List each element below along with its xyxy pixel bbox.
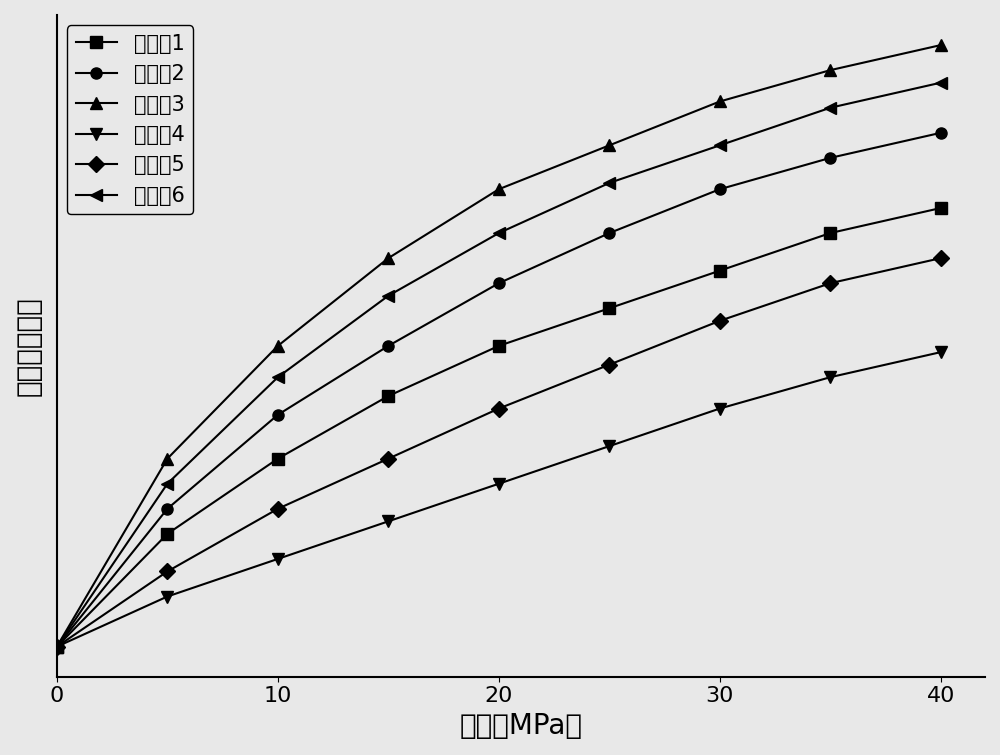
实施例5: [824, 279, 836, 288]
实施例3: [272, 341, 284, 350]
Line: 实施例5: 实施例5: [51, 253, 946, 652]
Line: 实施例3: 实施例3: [51, 39, 946, 652]
实施例3: [935, 41, 947, 50]
实施例1: [824, 229, 836, 238]
实施例4: [161, 592, 173, 601]
实施例6: [51, 642, 63, 651]
Line: 实施例1: 实施例1: [51, 202, 946, 652]
实施例1: [161, 529, 173, 538]
实施例6: [603, 178, 615, 187]
实施例6: [714, 141, 726, 150]
实施例2: [493, 279, 505, 288]
实施例2: [603, 229, 615, 238]
实施例3: [603, 141, 615, 150]
实施例3: [382, 254, 394, 263]
实施例4: [603, 442, 615, 451]
实施例5: [51, 642, 63, 651]
实施例5: [272, 504, 284, 513]
Line: 实施例2: 实施例2: [51, 128, 946, 652]
实施例5: [935, 254, 947, 263]
实施例4: [824, 373, 836, 382]
实施例6: [493, 229, 505, 238]
实施例3: [161, 454, 173, 463]
Legend: 实施例1, 实施例2, 实施例3, 实施例4, 实施例5, 实施例6: 实施例1, 实施例2, 实施例3, 实施例4, 实施例5, 实施例6: [67, 26, 193, 214]
实施例6: [161, 479, 173, 488]
实施例5: [161, 567, 173, 576]
实施例1: [935, 203, 947, 212]
实施例3: [493, 185, 505, 194]
实施例2: [382, 341, 394, 350]
实施例5: [493, 404, 505, 413]
实施例3: [714, 97, 726, 106]
实施例1: [493, 341, 505, 350]
Line: 实施例4: 实施例4: [51, 347, 946, 652]
实施例1: [603, 304, 615, 313]
实施例5: [603, 360, 615, 369]
实施例2: [51, 642, 63, 651]
实施例1: [382, 391, 394, 400]
X-axis label: 压强（MPa）: 压强（MPa）: [459, 712, 582, 740]
实施例6: [382, 291, 394, 300]
实施例4: [382, 516, 394, 525]
实施例2: [714, 185, 726, 194]
实施例2: [935, 128, 947, 137]
实施例1: [714, 266, 726, 275]
实施例2: [824, 153, 836, 162]
实施例2: [272, 410, 284, 419]
实施例4: [51, 642, 63, 651]
实施例4: [714, 404, 726, 413]
实施例4: [935, 347, 947, 356]
Line: 实施例6: 实施例6: [51, 77, 946, 652]
实施例1: [51, 642, 63, 651]
实施例6: [935, 79, 947, 88]
实施例5: [382, 454, 394, 463]
实施例5: [714, 316, 726, 325]
实施例6: [824, 103, 836, 112]
实施例3: [51, 642, 63, 651]
实施例2: [161, 504, 173, 513]
实施例4: [493, 479, 505, 488]
Y-axis label: 相对发光亮度: 相对发光亮度: [15, 296, 43, 396]
实施例6: [272, 373, 284, 382]
实施例1: [272, 454, 284, 463]
实施例4: [272, 554, 284, 563]
实施例3: [824, 66, 836, 75]
